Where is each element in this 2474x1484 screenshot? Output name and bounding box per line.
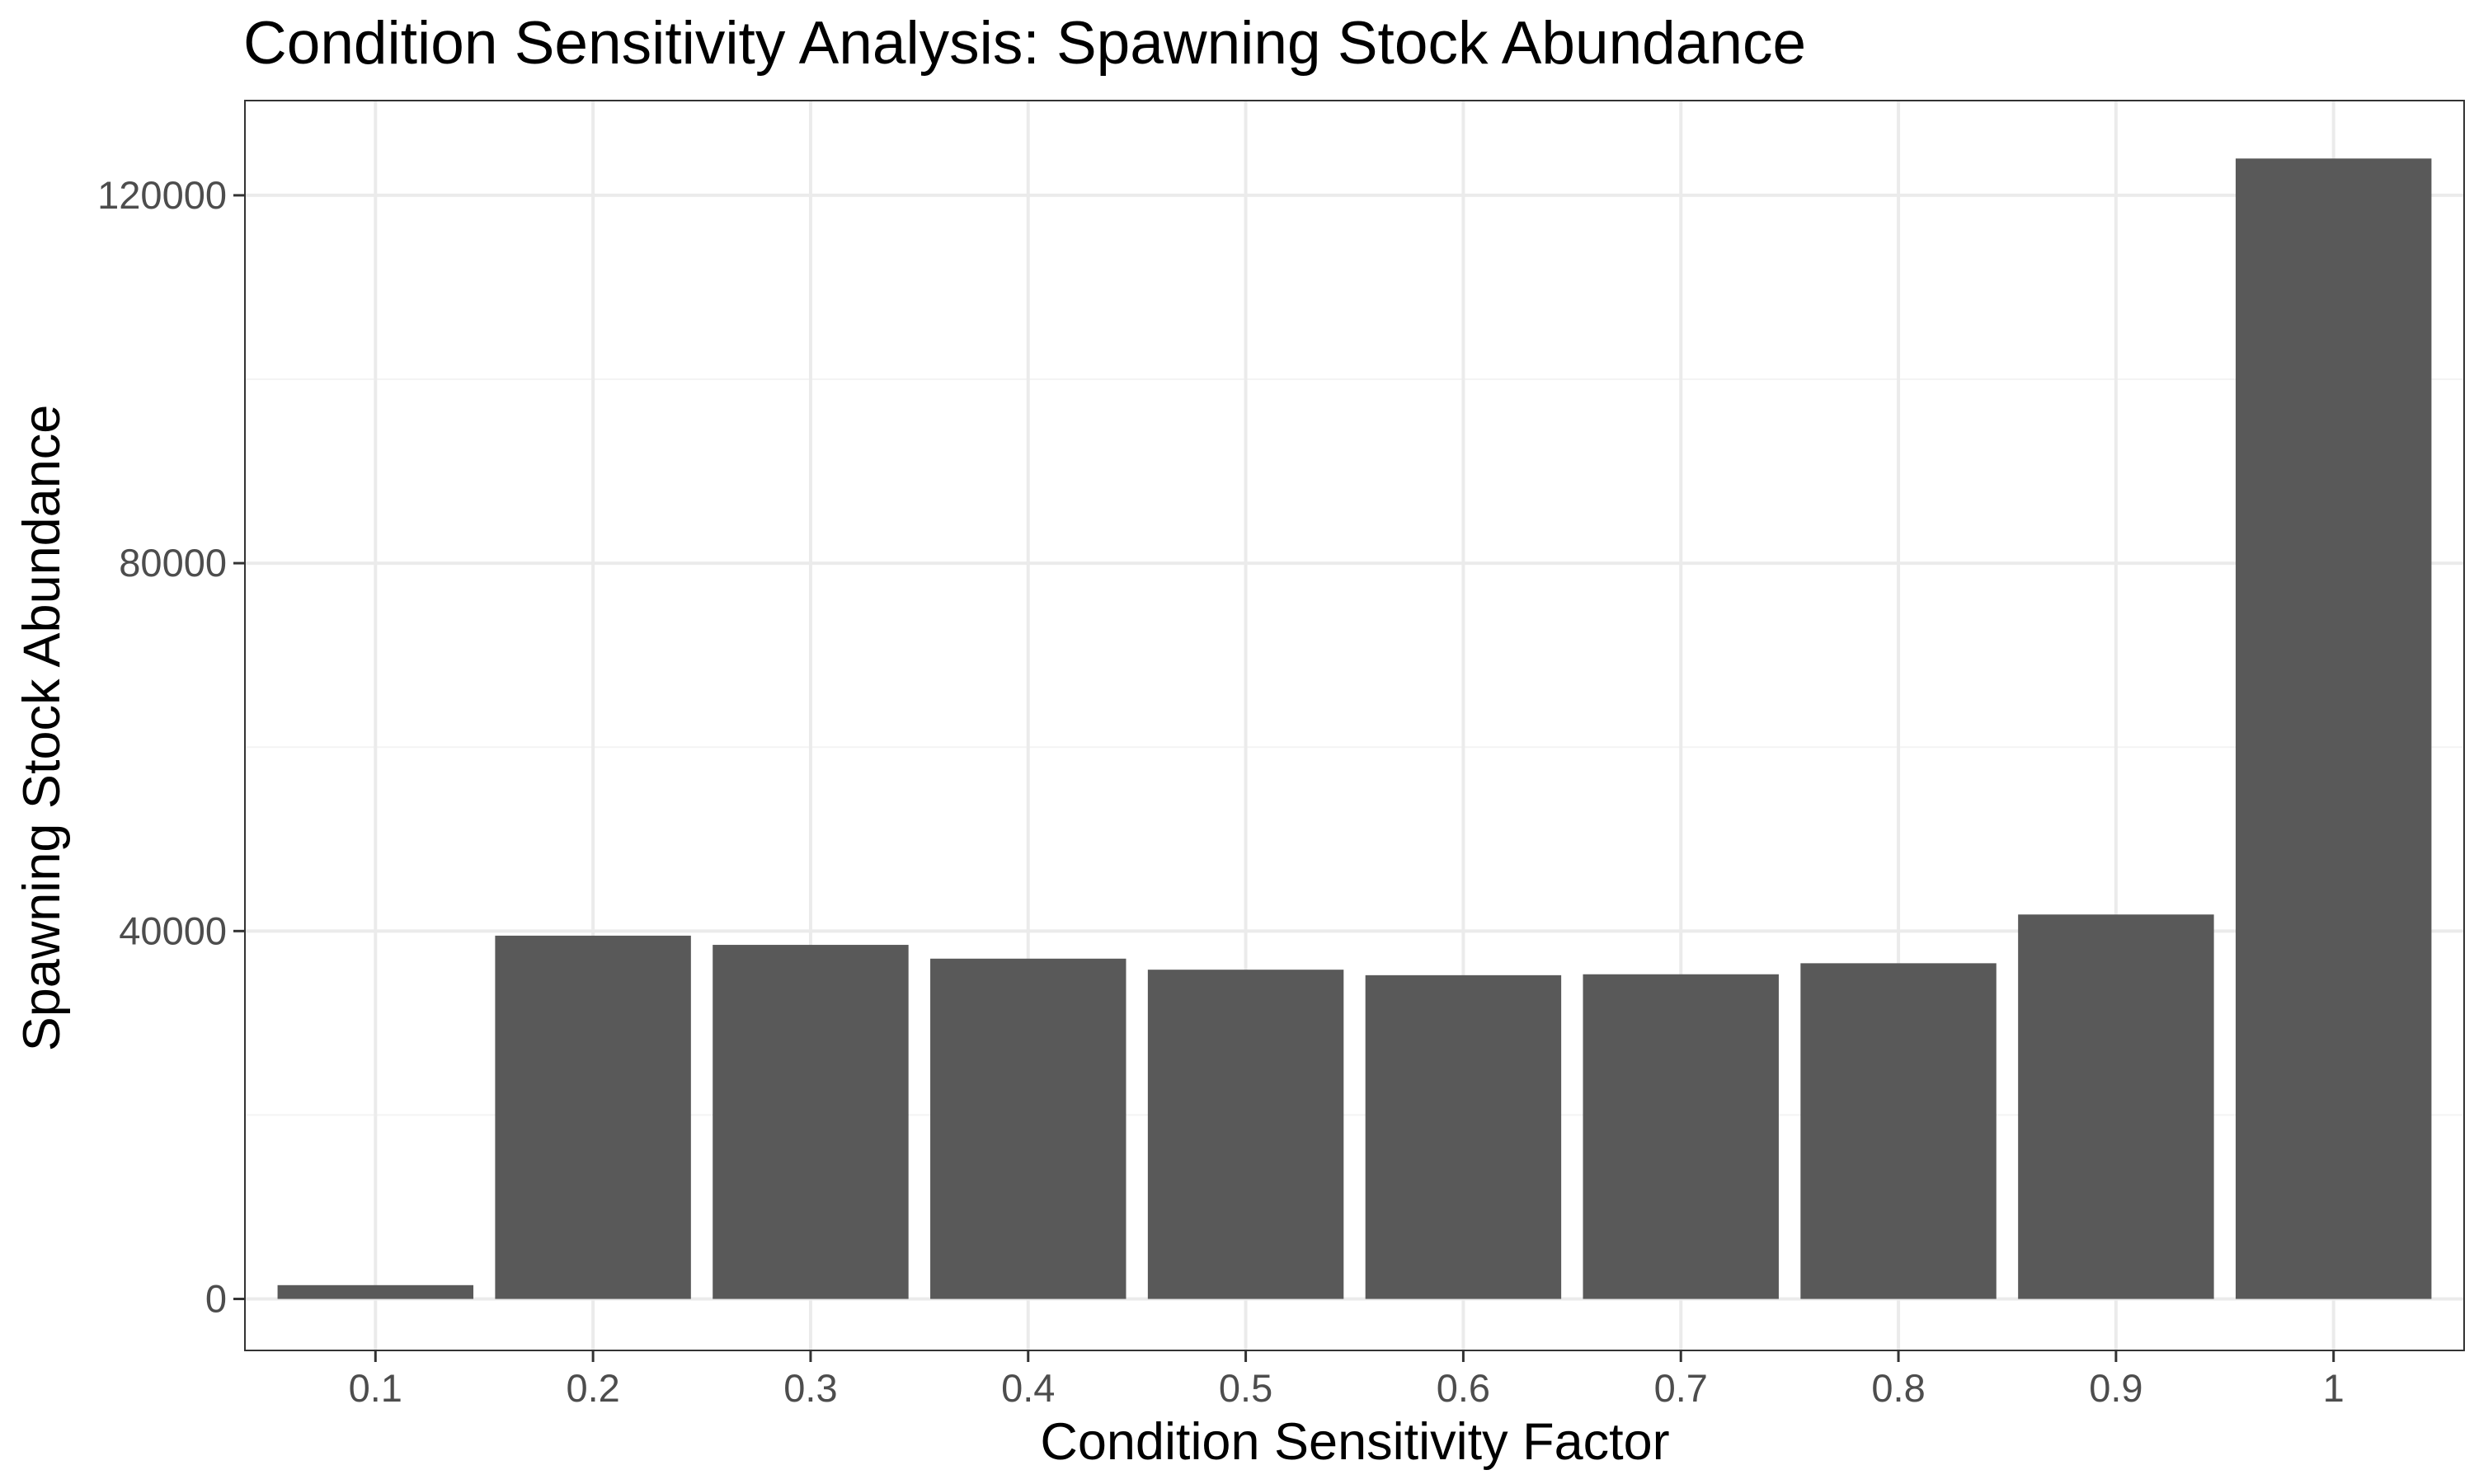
x-tick-label: 0.6 bbox=[1437, 1366, 1490, 1410]
bars bbox=[277, 158, 2432, 1299]
bar-0.4 bbox=[930, 958, 1126, 1299]
bar-0.6 bbox=[1365, 974, 1562, 1299]
x-tick-label: 0.5 bbox=[1219, 1366, 1272, 1410]
x-tick-label: 0.2 bbox=[566, 1366, 619, 1410]
x-tick-label: 0.8 bbox=[1871, 1366, 1925, 1410]
x-tick-label: 0.1 bbox=[349, 1366, 402, 1410]
x-tick-label: 0.4 bbox=[1001, 1366, 1055, 1410]
x-tick-label: 0.9 bbox=[2089, 1366, 2142, 1410]
bar-0.8 bbox=[1800, 963, 1997, 1299]
bar-0.2 bbox=[495, 935, 691, 1299]
y-tick-label: 0 bbox=[205, 1277, 227, 1321]
axes: 0 40000 80000 120000 0.1 0.2 0.3 0.4 0.5 0.6 0.7 0.… bbox=[97, 173, 2345, 1410]
bar-0.7 bbox=[1583, 974, 1779, 1299]
bar-1 bbox=[2235, 158, 2432, 1299]
x-tick-label: 0.7 bbox=[1654, 1366, 1708, 1410]
y-axis-title: Spawning Stock Abundance bbox=[13, 405, 71, 1052]
bar-0.3 bbox=[713, 945, 909, 1299]
y-tick-label: 40000 bbox=[119, 909, 227, 952]
bar-0.1 bbox=[277, 1284, 474, 1299]
x-tick-label: 0.3 bbox=[783, 1366, 837, 1410]
y-tick-label: 80000 bbox=[119, 541, 227, 585]
y-tick-label: 120000 bbox=[97, 173, 227, 217]
bar-0.5 bbox=[1147, 970, 1344, 1299]
bar-0.9 bbox=[2018, 914, 2214, 1299]
chart-title: Condition Sensitivity Analysis: Spawning… bbox=[243, 10, 1806, 77]
x-tick-label: 1 bbox=[2323, 1366, 2345, 1410]
panel-border bbox=[244, 100, 2465, 1351]
x-axis-title: Condition Sensitivity Factor bbox=[1040, 1413, 1669, 1471]
